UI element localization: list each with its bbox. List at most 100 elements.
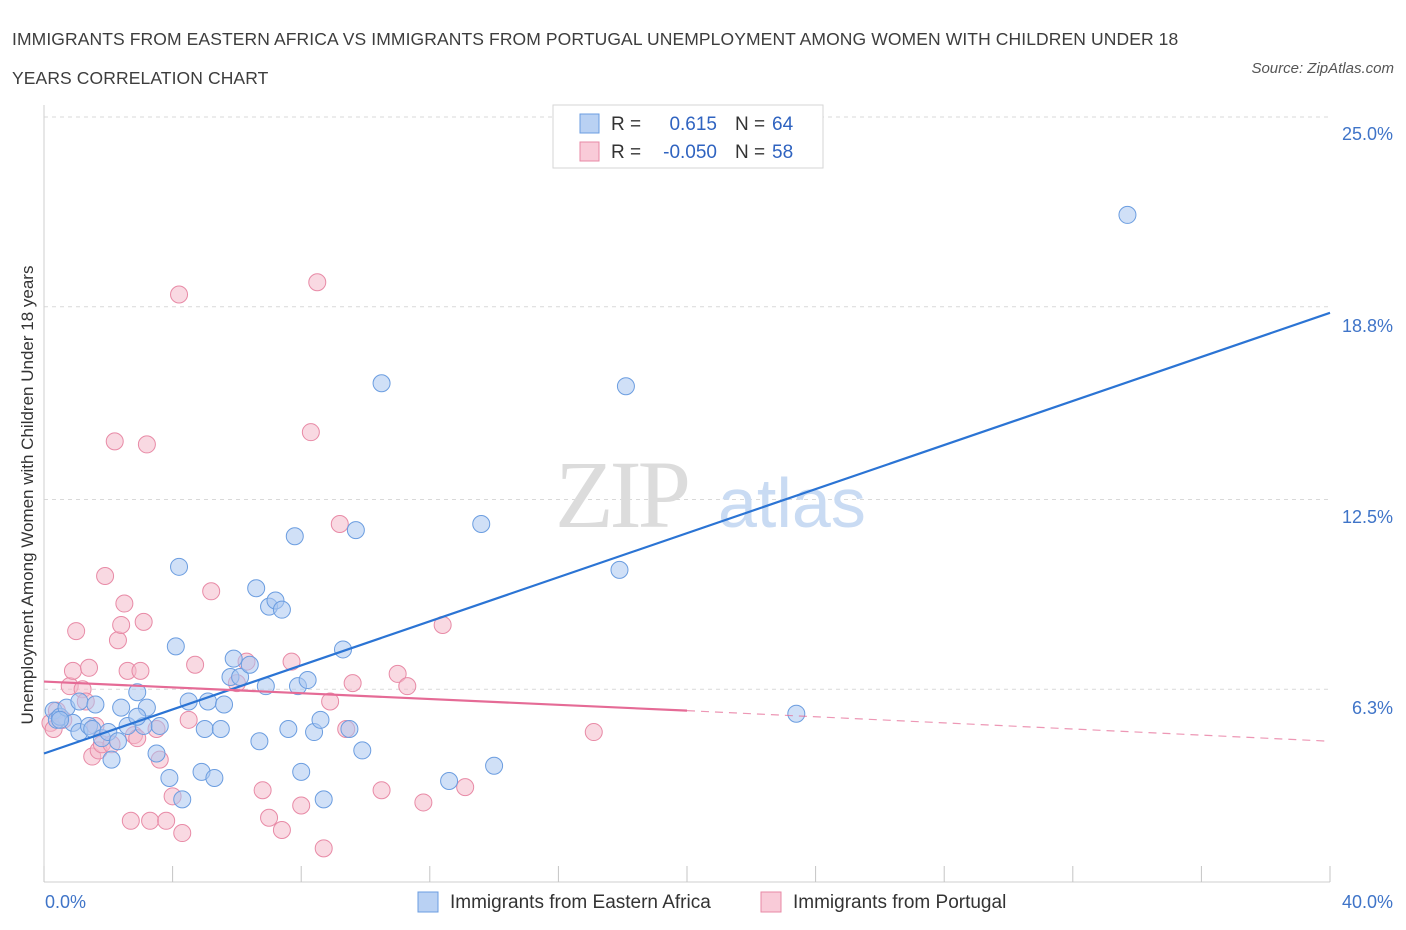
data-point-portugal xyxy=(131,661,150,680)
data-point-eastern-africa xyxy=(787,704,806,723)
data-point-eastern-africa xyxy=(333,640,352,659)
legend-r-label: R = xyxy=(611,114,641,135)
data-point-eastern-africa xyxy=(298,671,317,690)
data-point-portugal xyxy=(260,808,279,827)
legend-swatch-pink xyxy=(579,141,600,162)
data-point-eastern-africa xyxy=(160,768,179,787)
data-point-eastern-africa xyxy=(272,600,291,619)
data-point-portugal xyxy=(115,594,134,613)
data-point-portugal xyxy=(282,652,301,671)
data-point-eastern-africa xyxy=(211,720,230,738)
data-point-eastern-africa xyxy=(240,655,259,674)
watermark-zip: ZIP xyxy=(555,441,688,548)
data-point-portugal xyxy=(414,793,433,812)
data-point-eastern-africa xyxy=(128,683,147,702)
y-tick-label: 12.5% xyxy=(1342,507,1393,527)
legend-r-value: -0.050 xyxy=(663,142,717,163)
legend-r-label: R = xyxy=(611,142,641,163)
data-point-portugal xyxy=(292,796,311,815)
data-point-eastern-africa xyxy=(51,710,70,729)
bottom-legend-label-portugal: Immigrants from Portugal xyxy=(793,892,1006,913)
data-point-portugal xyxy=(253,781,272,800)
bottom-legend: Immigrants from Eastern Africa Immigrant… xyxy=(417,891,1006,913)
trendline-portugal xyxy=(43,680,688,712)
legend-box: R = 0.615 N = 64 R = -0.050 N = 58 xyxy=(552,104,824,169)
trendlines xyxy=(43,311,1331,755)
data-point-eastern-africa xyxy=(147,744,166,763)
y-tick-label: 18.8% xyxy=(1342,316,1393,336)
data-point-portugal xyxy=(301,423,320,442)
data-point-eastern-africa xyxy=(340,720,359,738)
data-point-eastern-africa xyxy=(292,762,311,781)
axes xyxy=(43,105,1330,883)
data-point-portugal xyxy=(63,661,82,680)
data-point-eastern-africa xyxy=(195,720,214,738)
data-point-portugal xyxy=(157,811,176,830)
data-point-portugal xyxy=(330,514,349,533)
bottom-legend-swatch-pink xyxy=(760,891,782,913)
y-tick-label: 25.0% xyxy=(1342,124,1393,144)
data-point-portugal xyxy=(343,674,362,693)
data-point-portugal xyxy=(108,631,127,650)
data-point-eastern-africa xyxy=(86,695,105,714)
data-point-eastern-africa xyxy=(485,756,504,775)
data-point-portugal xyxy=(134,612,153,631)
data-point-portugal xyxy=(584,723,603,742)
data-point-portugal xyxy=(96,567,115,585)
data-point-portugal xyxy=(456,778,475,797)
data-point-portugal xyxy=(67,622,86,641)
bottom-legend-label-eastern-africa: Immigrants from Eastern Africa xyxy=(450,892,711,913)
data-point-eastern-africa xyxy=(224,649,243,668)
series-eastern-africa-points xyxy=(44,205,1137,809)
data-point-portugal xyxy=(179,710,198,729)
data-point-portugal xyxy=(308,273,327,292)
data-point-portugal xyxy=(202,582,221,601)
gridlines xyxy=(44,116,1330,690)
data-point-eastern-africa xyxy=(353,741,372,760)
data-point-portugal xyxy=(372,781,391,800)
data-point-portugal xyxy=(137,435,156,454)
watermark-atlas: atlas xyxy=(718,464,866,542)
data-point-eastern-africa xyxy=(610,560,629,579)
data-point-eastern-africa xyxy=(372,374,391,393)
data-point-eastern-africa xyxy=(279,720,298,738)
data-point-portugal xyxy=(80,658,99,677)
data-point-eastern-africa xyxy=(311,710,330,729)
data-point-eastern-africa xyxy=(440,772,459,791)
data-point-eastern-africa xyxy=(616,377,635,396)
data-point-portugal xyxy=(105,432,124,451)
data-point-portugal xyxy=(186,655,205,674)
data-point-portugal xyxy=(170,285,189,304)
data-point-portugal xyxy=(398,677,417,696)
data-point-eastern-africa xyxy=(173,790,192,809)
legend-n-value: 64 xyxy=(772,114,794,135)
data-point-eastern-africa xyxy=(1118,205,1137,224)
data-point-portugal xyxy=(321,692,340,711)
data-point-eastern-africa xyxy=(112,698,131,717)
data-point-eastern-africa xyxy=(250,732,269,751)
data-point-eastern-africa xyxy=(247,579,266,598)
source-label: Source: ZipAtlas.com xyxy=(1251,60,1394,77)
x-ticks xyxy=(43,866,1331,882)
data-point-portugal xyxy=(173,824,192,843)
legend-n-label: N = xyxy=(735,114,765,135)
data-point-eastern-africa xyxy=(314,790,333,809)
data-point-eastern-africa xyxy=(166,637,185,656)
data-point-eastern-africa xyxy=(102,750,121,769)
series-portugal-points xyxy=(41,273,603,858)
data-point-eastern-africa xyxy=(285,527,304,546)
data-point-portugal xyxy=(272,820,291,839)
data-point-eastern-africa xyxy=(346,521,365,540)
legend-n-label: N = xyxy=(735,142,765,163)
data-point-eastern-africa xyxy=(170,557,189,576)
data-point-portugal xyxy=(141,811,160,830)
legend-r-value: 0.615 xyxy=(669,114,717,135)
data-point-eastern-africa xyxy=(70,692,89,711)
x-tick-label-max: 40.0% xyxy=(1342,892,1393,912)
data-point-eastern-africa xyxy=(472,514,491,533)
data-point-portugal xyxy=(112,615,131,634)
data-point-eastern-africa xyxy=(215,695,234,714)
trendline-portugal-extrapolated xyxy=(686,710,1331,742)
bottom-legend-swatch-blue xyxy=(417,891,439,913)
